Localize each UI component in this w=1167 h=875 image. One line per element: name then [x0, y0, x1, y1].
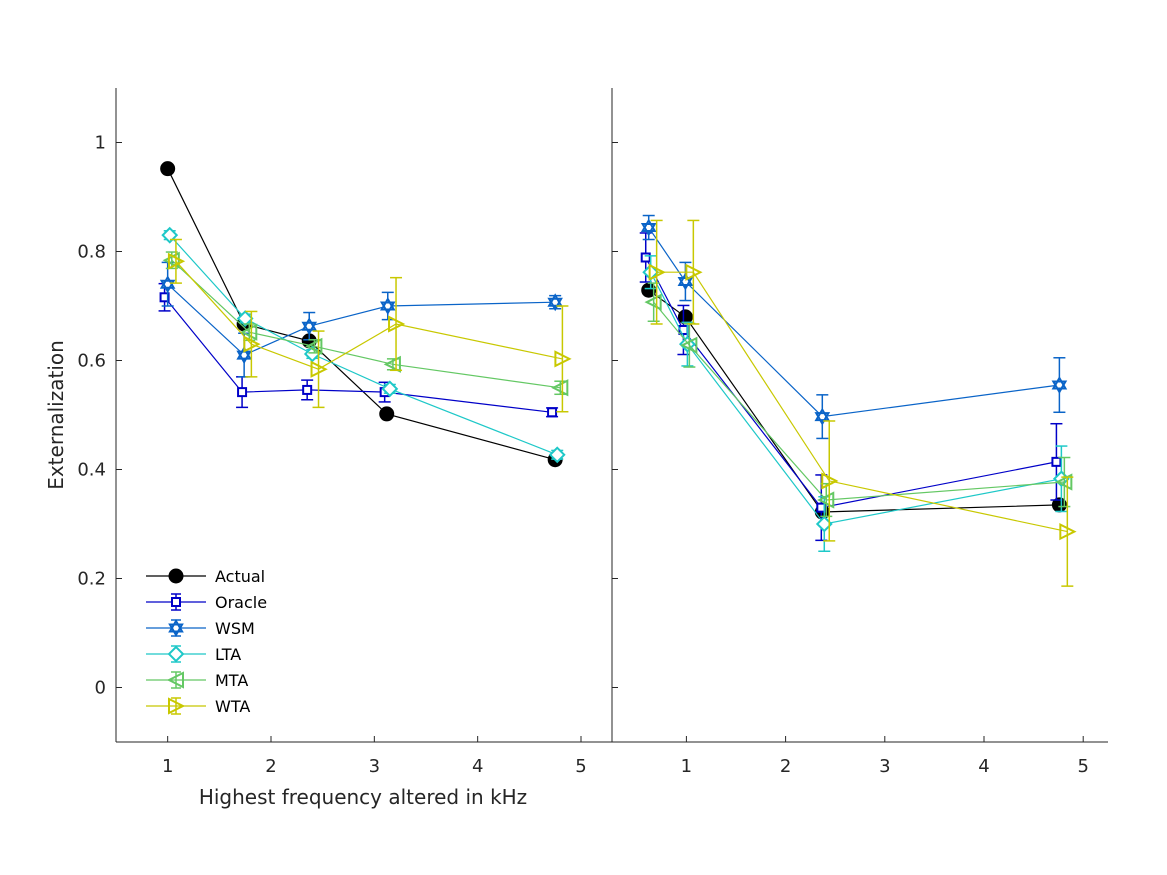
legend-label: WSM: [215, 619, 255, 638]
data-point: [243, 335, 261, 353]
left-panel: 1 2 3 4 5 0 0.2 0.4 0.6 0.8 1: [77, 88, 612, 777]
y-tick-label: 0.6: [77, 351, 106, 372]
data-point: [548, 446, 566, 464]
data-point: [379, 406, 395, 422]
data-point: [237, 387, 248, 398]
data-point: [1051, 456, 1062, 467]
right-panel: 1 2 3 4 5: [611, 88, 1108, 777]
data-point: [1055, 473, 1073, 491]
y-tick-label: 1: [95, 133, 106, 154]
data-point: [236, 310, 254, 327]
legend-marker: [168, 568, 184, 584]
series-lta: [642, 255, 1070, 552]
error-bar: [1058, 456, 1071, 508]
data-point: [159, 292, 170, 303]
data-point: [648, 263, 666, 281]
error-bar: [823, 420, 836, 542]
legend-entry-mta: MTA: [146, 671, 248, 690]
legend-entry-wsm: WSM: [146, 619, 255, 638]
data-point: [640, 218, 657, 237]
error-bar: [169, 238, 182, 284]
legend-marker: [171, 597, 181, 607]
data-point: [383, 355, 401, 373]
legend-marker: [167, 645, 185, 663]
series-wta: [167, 238, 572, 413]
series-line-oracle: [645, 257, 1057, 509]
series-line-mta: [653, 301, 1065, 501]
data-point: [680, 336, 698, 354]
legend-label: WTA: [215, 697, 250, 716]
error-bar: [647, 282, 660, 323]
data-point: [551, 379, 569, 397]
x-tick-label: 1: [681, 756, 692, 777]
error-bar: [390, 276, 403, 372]
x-tick-label: 2: [265, 756, 276, 777]
legend-entry-wta: WTA: [146, 697, 250, 716]
legend-marker: [166, 671, 184, 689]
data-point: [310, 360, 328, 378]
series-line-wsm: [648, 227, 1060, 418]
data-point: [379, 296, 396, 316]
series-wta: [648, 219, 1077, 587]
x-tick-label: 1: [162, 756, 173, 777]
x-tick-label: 2: [780, 756, 791, 777]
error-bar: [245, 310, 258, 378]
x-tick-label: 4: [978, 756, 989, 777]
series-line-wta: [656, 271, 1068, 533]
data-point: [640, 252, 651, 263]
data-point: [685, 263, 703, 281]
error-bar: [312, 330, 325, 409]
y-axis-label: Externalization: [44, 340, 68, 490]
data-point: [821, 472, 839, 490]
series-oracle: [158, 282, 559, 418]
data-point: [302, 384, 313, 395]
data-point: [547, 407, 558, 418]
y-tick-label: 0: [95, 678, 106, 699]
legend-marker: [168, 619, 184, 637]
data-point: [240, 323, 258, 341]
x-axis-label: Highest frequency altered in kHz: [199, 785, 527, 809]
legend-label: Oracle: [215, 593, 267, 612]
x-tick-label: 3: [369, 756, 380, 777]
error-bar: [650, 219, 663, 325]
legend-label: LTA: [215, 645, 241, 664]
legend-entry-oracle: Oracle: [146, 593, 267, 612]
error-bar: [556, 305, 569, 413]
series-line-lta: [650, 271, 1062, 525]
legend-marker: [168, 697, 186, 715]
data-point: [554, 350, 572, 368]
data-point: [547, 293, 563, 312]
data-point: [167, 252, 186, 270]
x-tick-label: 4: [472, 756, 483, 777]
data-point: [814, 407, 831, 426]
data-point: [816, 502, 827, 513]
data-point: [644, 293, 662, 311]
data-point: [381, 380, 399, 398]
legend-label: Actual: [215, 567, 265, 586]
y-tick-label: 0.4: [77, 460, 106, 481]
data-point: [1051, 376, 1068, 394]
x-tick-label: 5: [1077, 756, 1088, 777]
data-point: [305, 337, 323, 355]
data-point: [1059, 523, 1077, 541]
error-bar: [1061, 476, 1074, 587]
data-point: [817, 491, 835, 509]
data-point: [160, 161, 176, 177]
data-point: [301, 317, 318, 336]
legend-entry-actual: Actual: [146, 567, 265, 586]
x-tick-label: 3: [879, 756, 890, 777]
series-wsm: [159, 261, 563, 378]
y-tick-label: 0.8: [77, 242, 106, 263]
x-tick-label: 5: [575, 756, 586, 777]
data-point: [388, 315, 406, 333]
series-mta: [644, 282, 1073, 518]
error-bar: [687, 219, 700, 325]
y-tick-label: 0.2: [77, 569, 106, 590]
legend-label: MTA: [215, 671, 248, 690]
legend: Actual Oracle WSM LTA MTA WTA: [146, 567, 267, 716]
legend-entry-lta: LTA: [146, 645, 241, 664]
data-point: [161, 226, 179, 244]
